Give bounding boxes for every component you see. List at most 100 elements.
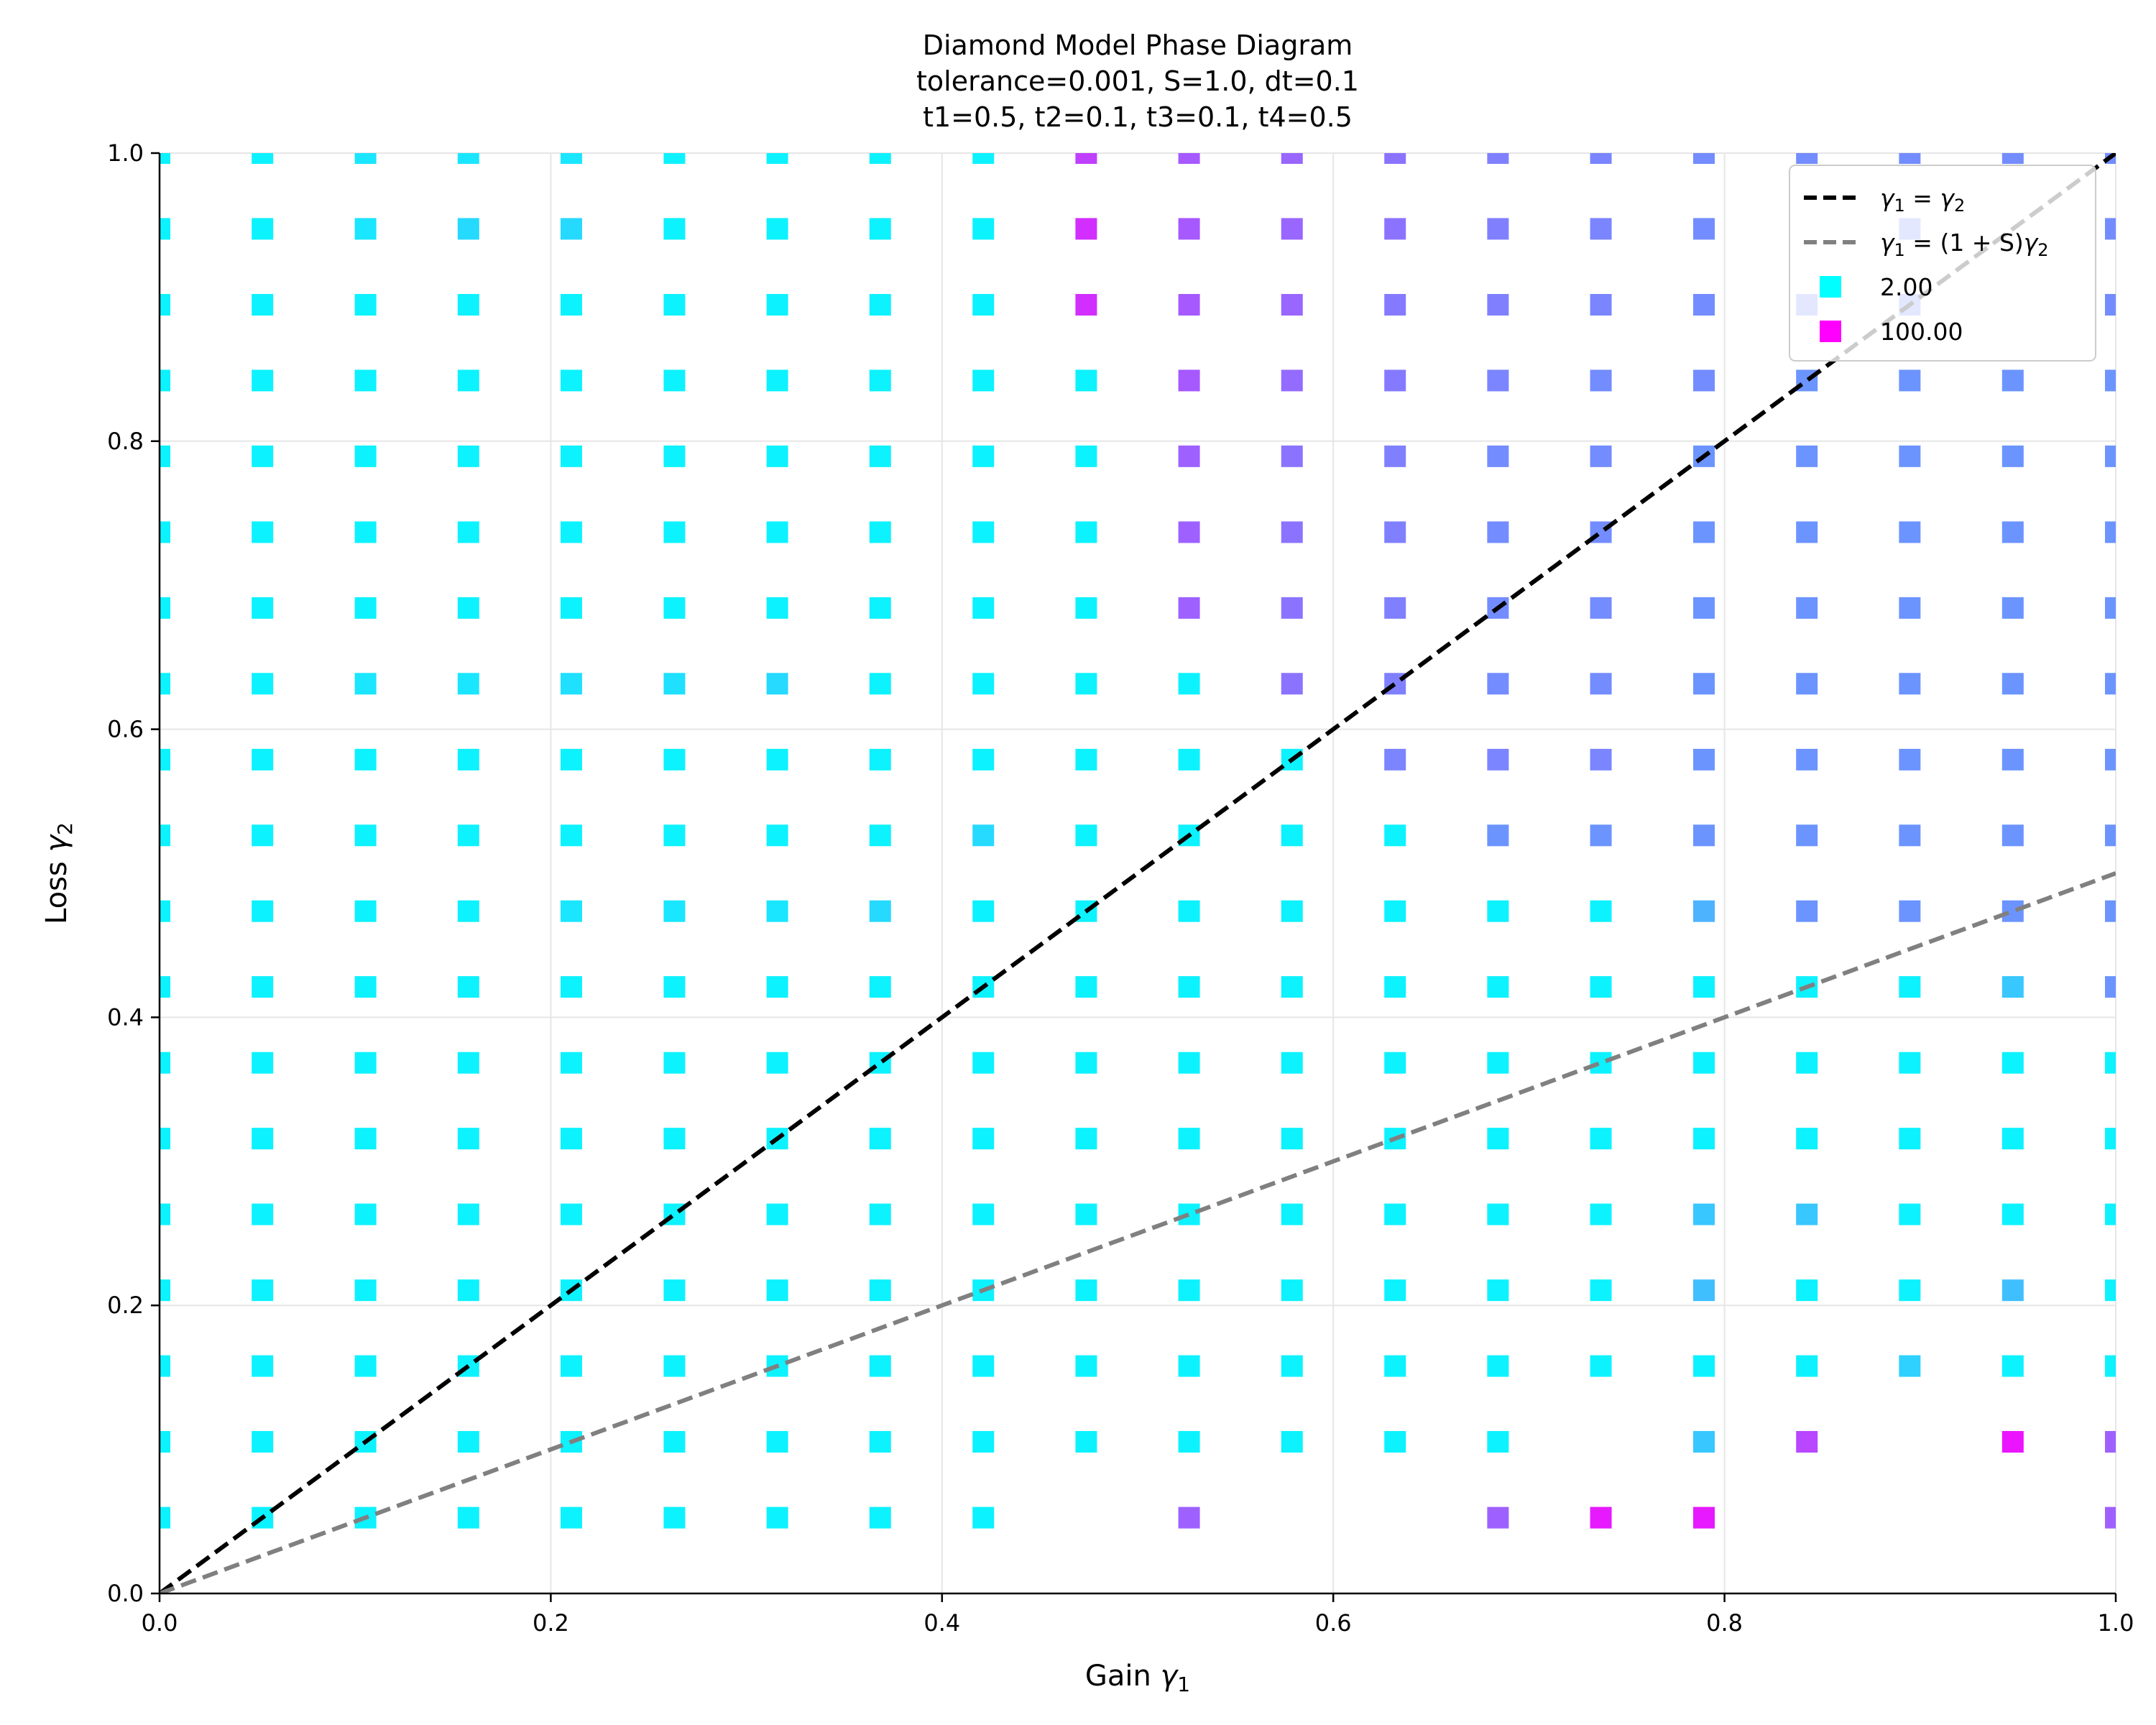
data-point-r6-c4 <box>560 1128 582 1150</box>
data-point-r6-c11 <box>1281 1128 1303 1150</box>
reference-line-0 <box>160 153 2116 1593</box>
data-point-r6-c3 <box>457 1128 479 1150</box>
data-point-r15-c6 <box>766 445 788 467</box>
data-point-r3-c8 <box>972 1355 995 1377</box>
data-point-r10-c5 <box>663 824 686 847</box>
data-point-r17-c6 <box>766 294 788 316</box>
data-point-r4-c18 <box>2001 1279 2024 1302</box>
data-point-r2-c16 <box>1796 1430 1818 1453</box>
data-point-r15-c0 <box>160 445 170 467</box>
data-point-r11-c4 <box>560 748 582 770</box>
data-point-r10-c3 <box>457 824 479 847</box>
data-point-r11-c3 <box>457 748 479 770</box>
data-point-r15-c12 <box>1384 445 1406 467</box>
data-point-r17-c0 <box>160 294 170 316</box>
data-point-r2-c6 <box>766 1430 788 1453</box>
data-point-r7-c16 <box>1796 1052 1818 1074</box>
data-point-r17-c4 <box>560 294 582 316</box>
data-point-r17-c15 <box>1693 294 1715 316</box>
data-point-r18-c0 <box>160 218 170 240</box>
data-point-r18-c19 <box>2105 218 2116 240</box>
data-point-r9-c18 <box>2001 900 2024 922</box>
data-point-r10-c13 <box>1487 824 1509 847</box>
data-point-r18-c1 <box>252 218 274 240</box>
data-point-r1-c3 <box>457 1506 479 1529</box>
data-point-r8-c7 <box>869 976 891 998</box>
data-point-r4-c0 <box>160 1279 170 1302</box>
data-point-r13-c8 <box>972 597 995 619</box>
data-point-r15-c18 <box>2001 445 2024 467</box>
data-point-r19-c10 <box>1178 153 1200 164</box>
data-point-r7-c1 <box>252 1052 274 1074</box>
data-point-r4-c13 <box>1487 1279 1509 1302</box>
data-point-r8-c5 <box>663 976 686 998</box>
data-point-r2-c9 <box>1075 1430 1097 1453</box>
data-point-r15-c9 <box>1075 445 1097 467</box>
data-point-r16-c18 <box>2001 369 2024 392</box>
data-point-r12-c19 <box>2105 673 2116 695</box>
data-point-r13-c9 <box>1075 597 1097 619</box>
data-point-r19-c0 <box>160 153 170 164</box>
data-point-r3-c9 <box>1075 1355 1097 1377</box>
data-point-r10-c2 <box>354 824 377 847</box>
data-point-r18-c7 <box>869 218 891 240</box>
data-point-r8-c0 <box>160 976 170 998</box>
data-point-r18-c11 <box>1281 218 1303 240</box>
data-point-r14-c16 <box>1796 521 1818 543</box>
data-point-r4-c10 <box>1178 1279 1200 1302</box>
y-tick-label-2: 0.4 <box>107 1003 144 1031</box>
data-point-r11-c17 <box>1899 748 1921 770</box>
data-point-r15-c13 <box>1487 445 1509 467</box>
data-point-r10-c9 <box>1075 824 1097 847</box>
data-point-r15-c14 <box>1590 445 1612 467</box>
data-point-r5-c19 <box>2105 1203 2116 1225</box>
data-point-r5-c3 <box>457 1203 479 1225</box>
data-point-r14-c13 <box>1487 521 1509 543</box>
data-point-r11-c1 <box>252 748 274 770</box>
data-point-r16-c10 <box>1178 369 1200 392</box>
data-point-r7-c9 <box>1075 1052 1097 1074</box>
data-point-r9-c2 <box>354 900 377 922</box>
x-tick-label-5: 1.0 <box>2098 1609 2134 1637</box>
data-point-r16-c7 <box>869 369 891 392</box>
data-point-r5-c18 <box>2001 1203 2024 1225</box>
data-point-r19-c11 <box>1281 153 1303 164</box>
data-point-r13-c16 <box>1796 597 1818 619</box>
data-point-r11-c12 <box>1384 748 1406 770</box>
data-point-r14-c19 <box>2105 521 2116 543</box>
data-point-r2-c15 <box>1693 1430 1715 1453</box>
data-point-r19-c13 <box>1487 153 1509 164</box>
data-point-r13-c19 <box>2105 597 2116 619</box>
data-point-r7-c12 <box>1384 1052 1406 1074</box>
data-point-r12-c13 <box>1487 673 1509 695</box>
data-point-r18-c12 <box>1384 218 1406 240</box>
data-point-r15-c19 <box>2105 445 2116 467</box>
data-point-r11-c6 <box>766 748 788 770</box>
legend: γ1​ = γ2​ γ1​ = (1 + S)γ2​ 2.00 100.00 <box>1789 165 2096 362</box>
data-point-r6-c1 <box>252 1128 274 1150</box>
data-point-r17-c3 <box>457 294 479 316</box>
data-point-r9-c10 <box>1178 900 1200 922</box>
data-point-r17-c8 <box>972 294 995 316</box>
data-point-r10-c19 <box>2105 824 2116 847</box>
data-point-r15-c1 <box>252 445 274 467</box>
data-point-r14-c12 <box>1384 521 1406 543</box>
y-tick-label-1: 0.2 <box>107 1292 144 1319</box>
data-point-r16-c17 <box>1899 369 1921 392</box>
data-point-r6-c13 <box>1487 1128 1509 1150</box>
x-tick-label-1: 0.2 <box>533 1609 569 1637</box>
data-point-r16-c0 <box>160 369 170 392</box>
y-tick-label-4: 0.8 <box>107 428 144 455</box>
data-point-r17-c19 <box>2105 294 2116 316</box>
data-point-r12-c0 <box>160 673 170 695</box>
data-point-r3-c19 <box>2105 1355 2116 1377</box>
data-point-r17-c5 <box>663 294 686 316</box>
data-point-r9-c6 <box>766 900 788 922</box>
data-point-r15-c16 <box>1796 445 1818 467</box>
data-point-r18-c2 <box>354 218 377 240</box>
data-point-r14-c18 <box>2001 521 2024 543</box>
data-point-r2-c11 <box>1281 1430 1303 1453</box>
data-point-r19-c5 <box>663 153 686 164</box>
data-points <box>160 153 2116 1529</box>
data-point-r19-c18 <box>2001 153 2024 164</box>
